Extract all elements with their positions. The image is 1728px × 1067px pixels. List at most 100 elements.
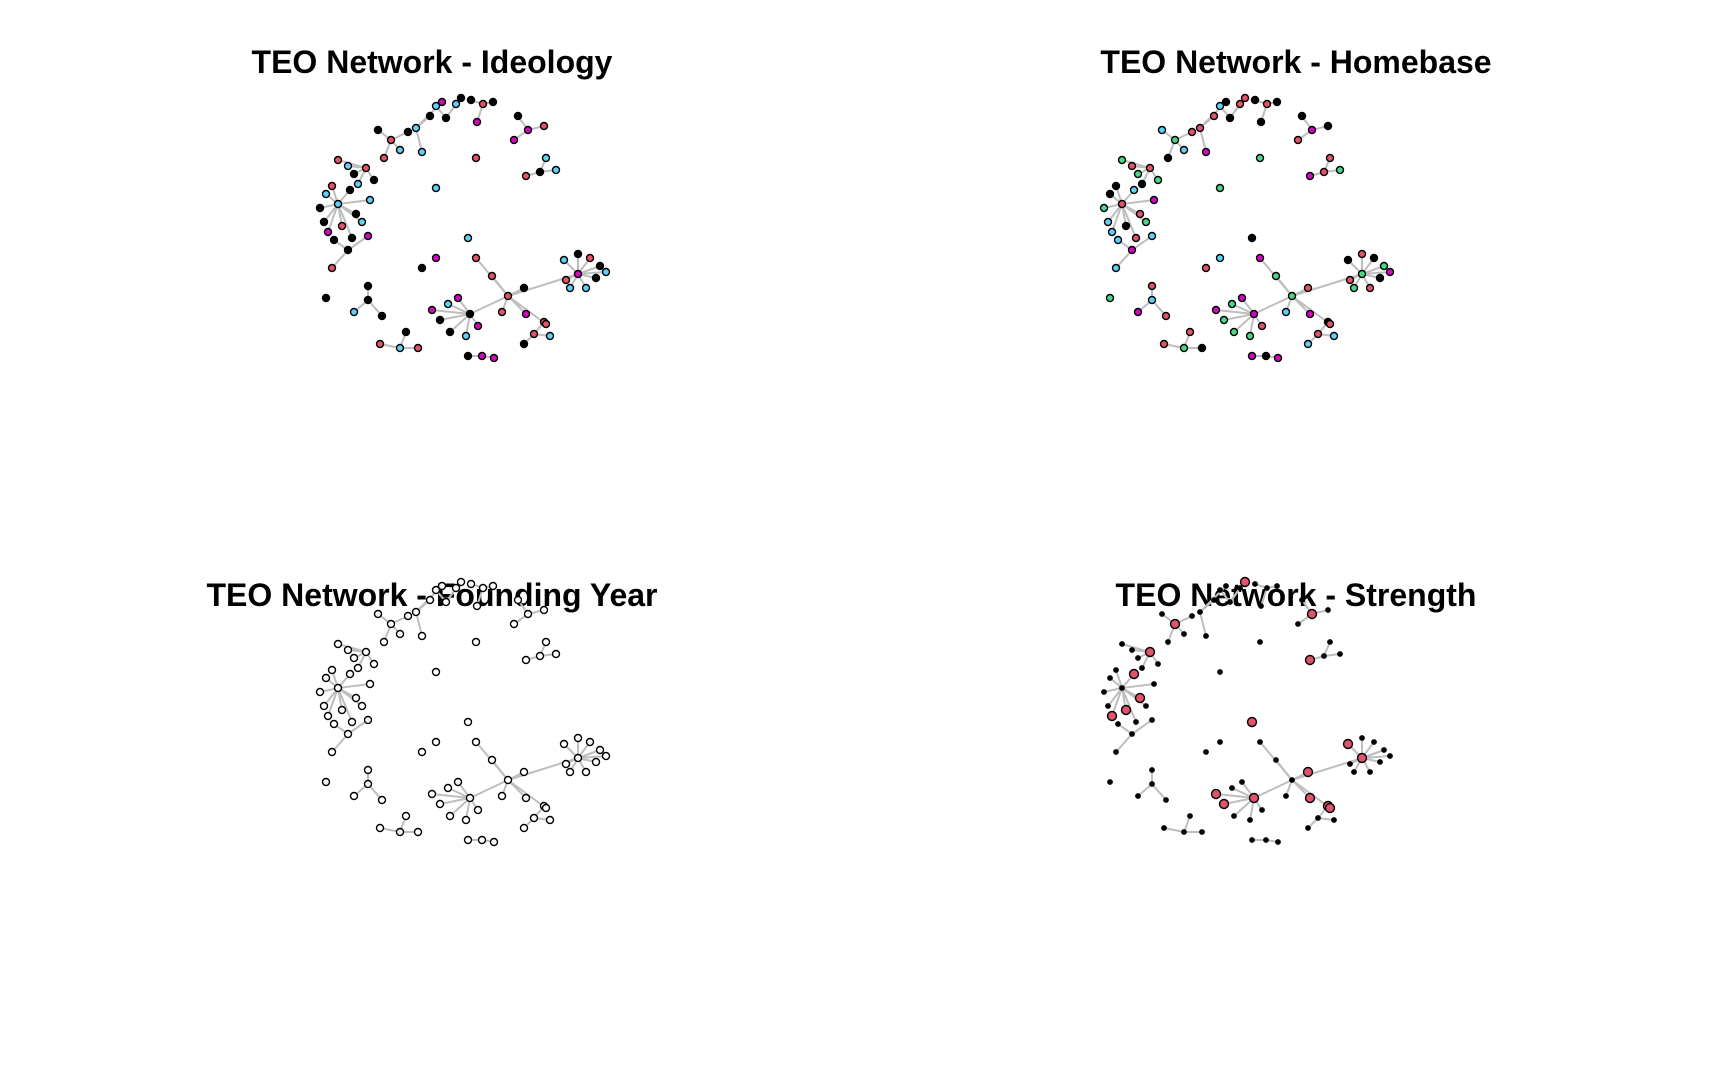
network-node [363, 715, 373, 725]
network-node [489, 353, 499, 363]
network-node [497, 307, 507, 317]
network-node [471, 253, 481, 263]
network-node [431, 253, 441, 263]
network-node [441, 597, 451, 607]
network-node [521, 793, 531, 803]
network-node [437, 97, 447, 107]
network-node [1227, 299, 1237, 309]
network-node [1163, 797, 1169, 803]
network-edge [1107, 687, 1123, 707]
network-node [395, 343, 405, 353]
network-plot [1099, 93, 1395, 363]
network-node [369, 659, 379, 669]
network-node [585, 253, 595, 263]
network-node [1161, 825, 1167, 831]
network-node [539, 605, 549, 615]
network-node [413, 827, 423, 837]
network-edge [337, 687, 363, 707]
network-node [1247, 817, 1253, 823]
network-node [1107, 675, 1113, 681]
network-node [323, 711, 333, 721]
network-node [401, 811, 411, 821]
network-node [1225, 113, 1235, 123]
network-node [1163, 153, 1173, 163]
network-node [1325, 319, 1335, 329]
network-node [353, 179, 363, 189]
network-node [1149, 195, 1159, 205]
network-node [333, 155, 343, 165]
network-node [349, 791, 359, 801]
network-node [1275, 839, 1281, 845]
network-node [1106, 710, 1118, 722]
network-node [1257, 321, 1267, 331]
network-node [1113, 749, 1119, 755]
network-edge [1260, 587, 1268, 607]
network-node [472, 601, 482, 611]
network-node [329, 719, 339, 729]
network-node [1215, 253, 1225, 263]
network-node [395, 629, 405, 639]
network-edge [1137, 783, 1153, 797]
network-node [1157, 125, 1167, 135]
network-node [1201, 263, 1211, 273]
network-node [1273, 353, 1283, 363]
network-node [519, 767, 529, 777]
network-node [315, 203, 325, 213]
network-node [456, 577, 466, 587]
network-node [351, 693, 361, 703]
network-node [1381, 747, 1387, 753]
network-node [1133, 719, 1139, 725]
network-node [1240, 93, 1250, 103]
network-node [319, 217, 329, 227]
network-node [1185, 327, 1195, 337]
network-node [1377, 759, 1383, 765]
network-node [443, 783, 453, 793]
network-node [1135, 209, 1145, 219]
network-node [1331, 817, 1337, 823]
network-node [1324, 802, 1336, 814]
network-node [395, 145, 405, 155]
network-node [1287, 291, 1297, 301]
network-node [1147, 231, 1157, 241]
panel-strength: TEO Network - Strength [864, 533, 1728, 1066]
network-node [541, 319, 551, 329]
network-node [1187, 127, 1197, 137]
network-edge [1215, 309, 1255, 315]
network-node [1165, 639, 1171, 645]
network-node [445, 811, 455, 821]
network-node [1170, 135, 1180, 145]
network-node [1141, 217, 1151, 227]
network-node [1119, 685, 1125, 691]
network-node [1231, 813, 1237, 819]
network-node [401, 327, 411, 337]
network-node [1127, 245, 1137, 255]
network-node [551, 165, 561, 175]
network-node [535, 167, 545, 177]
network-node [443, 299, 453, 309]
network-node [1143, 703, 1149, 709]
network-node [431, 737, 441, 747]
network-node [601, 267, 611, 277]
network-node [435, 799, 445, 809]
network-edge [577, 755, 607, 759]
network-edge [1121, 687, 1147, 707]
network-node [471, 153, 481, 163]
network-node [1259, 807, 1265, 813]
network-node [1203, 633, 1209, 639]
network-edge [1121, 203, 1137, 239]
network-node [595, 745, 605, 755]
network-node [539, 121, 549, 131]
panel-ideology: TEO Network - Ideology [0, 0, 864, 533]
network-node [519, 823, 529, 833]
network-node [1105, 293, 1115, 303]
network-node [1329, 331, 1339, 341]
network-node [451, 583, 461, 593]
network-node [1257, 739, 1263, 745]
network-node [565, 767, 575, 777]
network-node [478, 583, 488, 593]
network-node [333, 199, 343, 209]
network-node [1385, 267, 1395, 277]
network-node [1365, 283, 1375, 293]
network-node [1255, 253, 1265, 263]
network-edge [1121, 683, 1155, 689]
